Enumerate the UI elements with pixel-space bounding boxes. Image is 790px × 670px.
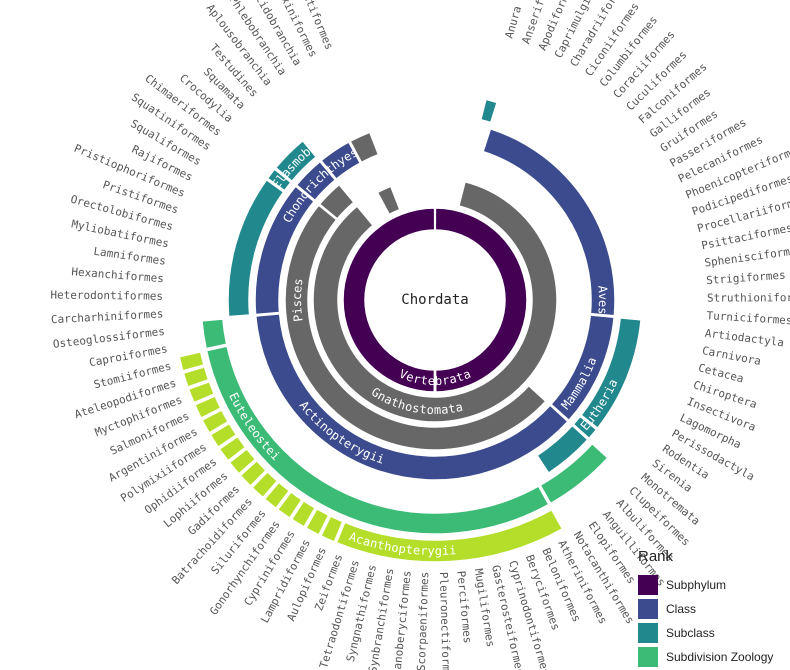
ring-subdivision-elopomorpha [539,442,609,505]
ring-subdivision-osteoglossomorpha [201,318,228,350]
order-label: Struthioniformes [707,291,790,305]
order-label: Hexanchiformes [71,265,164,285]
ring-subdivision-euteleostei [205,345,550,535]
ring-group-segment [193,395,222,420]
ring-group-segment [319,515,344,543]
legend-swatch [638,599,658,619]
legend-swatch [638,623,658,643]
ring-subclass-holocephali [266,168,292,192]
legend-label: Subdivision Zoology [666,650,774,664]
ring-group-segment [228,447,257,475]
ring-subclass-elasmobranchii [227,178,285,318]
legend-label: Class [666,602,697,616]
ring-class-aves [482,127,616,317]
ring-subclass-teleostei [536,424,589,475]
ring-group-acanthopterygii [335,508,564,563]
ring-class-mammalia [549,314,615,422]
ring-group-segment [305,507,330,536]
order-label: Heterodontiformes [50,288,163,302]
ring-subphylum-vertebrata [342,207,436,393]
legend-item-subdivision: Subdivision Zoology [638,645,773,669]
legend-swatch [638,647,658,667]
center-label: Chordata [401,292,468,308]
ring-subclass-anura [479,98,498,124]
order-label: Scorpaeniformes [415,572,432,670]
ring-group-segment [209,422,238,449]
order-label: Lamniformes [93,245,167,268]
order-label: Turniciformes [706,309,790,327]
ring-unranked [318,183,355,220]
ring-class-reptilia [295,160,337,202]
ring-class-chondrichthyes [254,185,316,316]
ring-label: Vertebrata [397,366,472,387]
legend-label: Subclass [666,626,715,640]
ring-group-segment [187,380,216,404]
order-label: Perciformes [454,570,474,644]
ring-group-segment [276,490,303,520]
legend-label: Subphylum [666,578,727,592]
order-label: Strigiformes [706,269,786,287]
ring-group-segment [218,435,247,462]
ring-class-agnatha [349,131,380,164]
order-label: Pleuronectiformes [437,572,453,670]
ring-subclass-reptile [274,139,318,183]
legend-title: Rank [638,548,674,565]
ring-pisces [284,204,547,451]
ring-group-segment [251,470,279,499]
ring-group-segment [182,366,210,388]
legend-item-subclass: Subclass [638,621,773,645]
ring-unranked-agnatha [376,185,401,216]
ring-subphylum-vertebrata [434,207,528,393]
sunburst-rings [178,98,642,563]
ring-group-segment [178,351,205,372]
ring-group-segment [263,481,291,510]
ring-subclass-prototheria [572,415,598,440]
legend: Rank Subphylum Class Subclass Subdivisio… [638,548,773,669]
legend-item-class: Class [638,597,773,621]
ring-group-segment [239,459,268,488]
ring-group-segment [201,408,230,434]
order-label: Carcharhiniformes [51,307,164,326]
ring-class-ascidiacea [320,141,362,181]
legend-item-subphylum: Subphylum [638,573,773,597]
ring-gnathostomata [312,180,558,423]
ring-subclass-eutheria [580,317,642,430]
ring-group-segment [290,499,317,528]
ring-class-actinopterygii [254,313,569,481]
legend-swatch [638,575,658,595]
